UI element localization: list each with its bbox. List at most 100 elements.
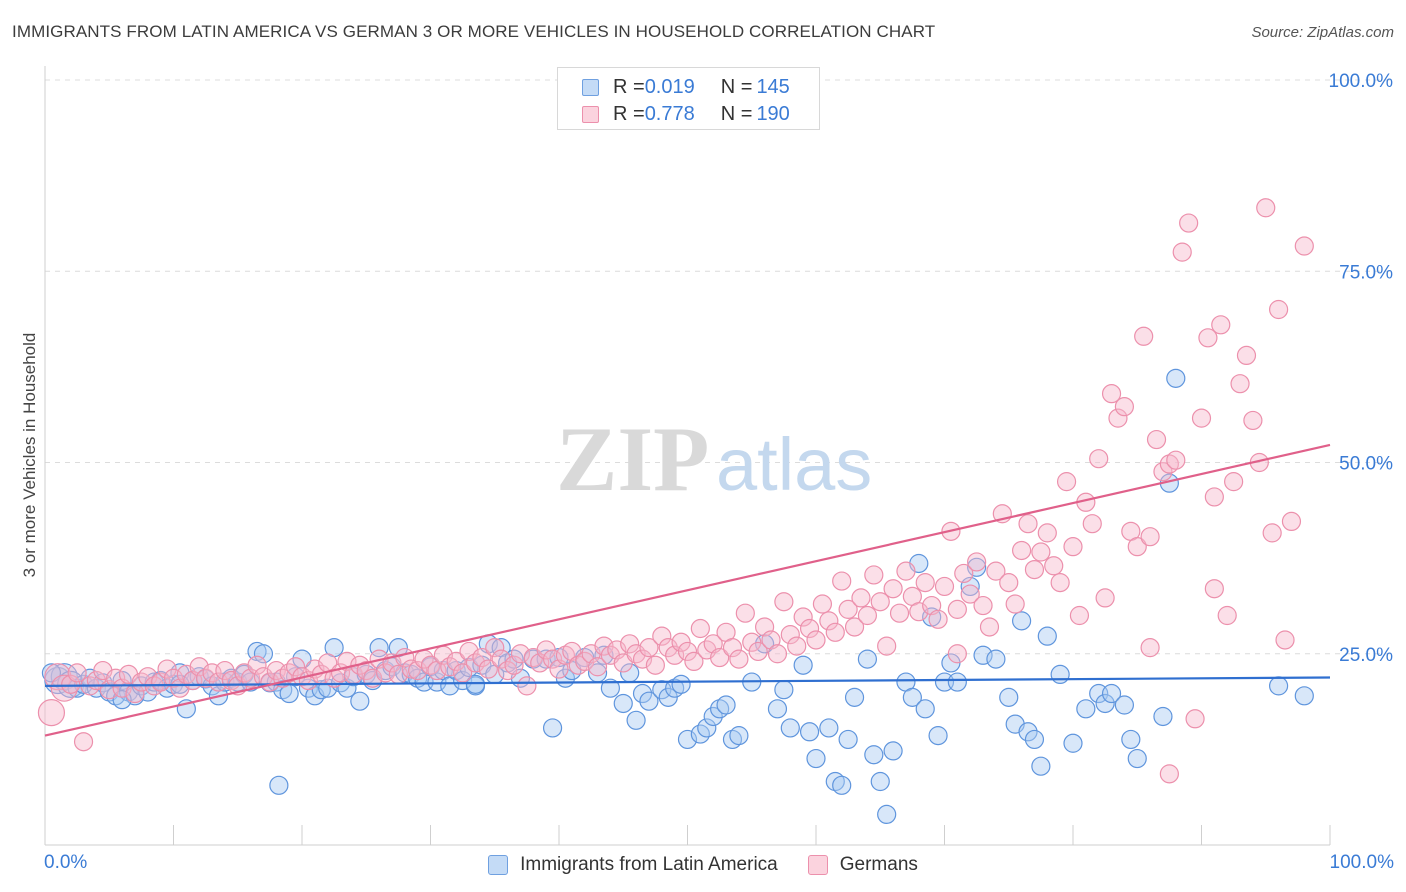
immigrants-point <box>1127 748 1147 769</box>
immigrants-point <box>639 691 659 711</box>
germans-point <box>1275 630 1295 650</box>
germans-point <box>453 663 473 683</box>
chart-title: IMMIGRANTS FROM LATIN AMERICA VS GERMAN … <box>12 22 936 41</box>
immigrants-point <box>626 710 646 730</box>
germans-point <box>652 626 672 646</box>
germans-point <box>575 651 595 672</box>
germans-point <box>825 622 845 642</box>
germans-point <box>883 579 903 599</box>
germans-point <box>677 641 698 662</box>
germans-point <box>857 605 878 626</box>
germans-point <box>1056 472 1077 492</box>
immigrants-point <box>806 748 826 769</box>
germans-point <box>1191 408 1212 428</box>
germans-point <box>877 636 897 656</box>
germans-point <box>420 655 441 675</box>
germans-point <box>973 595 993 616</box>
immigrants-point <box>1076 699 1096 719</box>
germans-point <box>1179 213 1199 233</box>
germans-point <box>896 561 916 581</box>
immigrants-point <box>915 699 935 719</box>
germans-point <box>787 636 807 656</box>
immigrants-point <box>1063 733 1083 753</box>
immigrants-point <box>1037 626 1057 646</box>
legend-r-value: 0.019 <box>644 75 695 98</box>
germans-point <box>1089 449 1109 469</box>
germans-point <box>106 668 126 688</box>
y-tick-label: 75.0% <box>1339 262 1393 283</box>
immigrants-point <box>947 672 967 692</box>
immigrants-point <box>864 745 884 765</box>
germans-point <box>1127 537 1147 557</box>
germans-point <box>748 641 768 662</box>
germans-point <box>934 576 955 597</box>
germans-point <box>1153 462 1173 482</box>
germans-point <box>844 617 865 637</box>
germans-point <box>774 592 794 612</box>
immigrants-point <box>350 691 370 711</box>
immigrants-point <box>716 695 736 715</box>
germans-point <box>131 672 151 692</box>
immigrants-point <box>999 687 1019 707</box>
immigrants-point <box>780 718 800 738</box>
immigrants-point <box>1153 706 1173 727</box>
legend-swatch-germans <box>807 855 828 875</box>
legend-r-label: R = <box>613 75 645 98</box>
y-tick-label: 25.0% <box>1339 645 1393 666</box>
x-axis-min-label: 0.0% <box>44 852 88 873</box>
legend-item-germans[interactable]: Germans <box>807 854 918 876</box>
germans-point <box>767 644 788 664</box>
immigrants-point <box>1018 722 1038 742</box>
y-tick-label: 100.0% <box>1329 71 1394 92</box>
germans-point <box>37 699 66 727</box>
immigrants-point <box>269 775 289 795</box>
germans-point <box>485 638 505 658</box>
germans-point <box>472 647 492 668</box>
germans-point <box>1185 709 1205 729</box>
germans-point <box>954 563 974 584</box>
germans-point <box>1243 410 1263 431</box>
germans-point <box>510 644 531 664</box>
germans-point <box>806 630 826 650</box>
immigrants-point <box>253 644 274 664</box>
immigrants-point <box>671 674 691 694</box>
germans-point <box>684 651 704 672</box>
germans-point <box>498 660 518 681</box>
germans-point <box>915 573 935 593</box>
legend-item-immigrants[interactable]: Immigrants from Latin America <box>488 854 778 876</box>
legend-n-label: N = <box>720 102 753 125</box>
germans-point <box>1166 450 1186 470</box>
germans-point <box>960 584 980 604</box>
immigrants-point <box>542 718 563 738</box>
watermark: ZIP atlas <box>556 408 872 510</box>
germans-point <box>163 668 184 688</box>
germans-point <box>408 660 428 681</box>
germans-point <box>812 594 833 614</box>
germans-point <box>1134 326 1154 346</box>
immigrants-point <box>1121 729 1141 750</box>
germans-point <box>999 573 1019 593</box>
immigrants-point <box>613 693 633 714</box>
germans-point <box>1236 345 1257 365</box>
immigrants-point <box>369 638 389 658</box>
immigrants-point <box>600 678 621 698</box>
immigrants-point <box>793 655 813 675</box>
y-tick-labels: 100.0% 75.0% 50.0% 25.0% <box>1329 71 1394 666</box>
legend-label-germans: Germans <box>839 854 918 875</box>
germans-point <box>799 618 820 639</box>
legend-swatch-immigrants <box>488 855 509 875</box>
germans-point <box>947 644 967 664</box>
germans-point <box>215 660 235 681</box>
germans-point <box>1217 605 1237 626</box>
immigrants-point <box>774 680 794 700</box>
germans-point <box>645 655 665 675</box>
germans-point <box>1050 573 1070 593</box>
germans-point <box>722 638 743 658</box>
immigrants-point <box>465 674 486 694</box>
germans-point <box>735 603 755 623</box>
germans-point <box>517 676 537 696</box>
germans-point <box>1204 579 1224 599</box>
immigrants-point <box>844 687 865 707</box>
germans-point <box>61 674 81 694</box>
